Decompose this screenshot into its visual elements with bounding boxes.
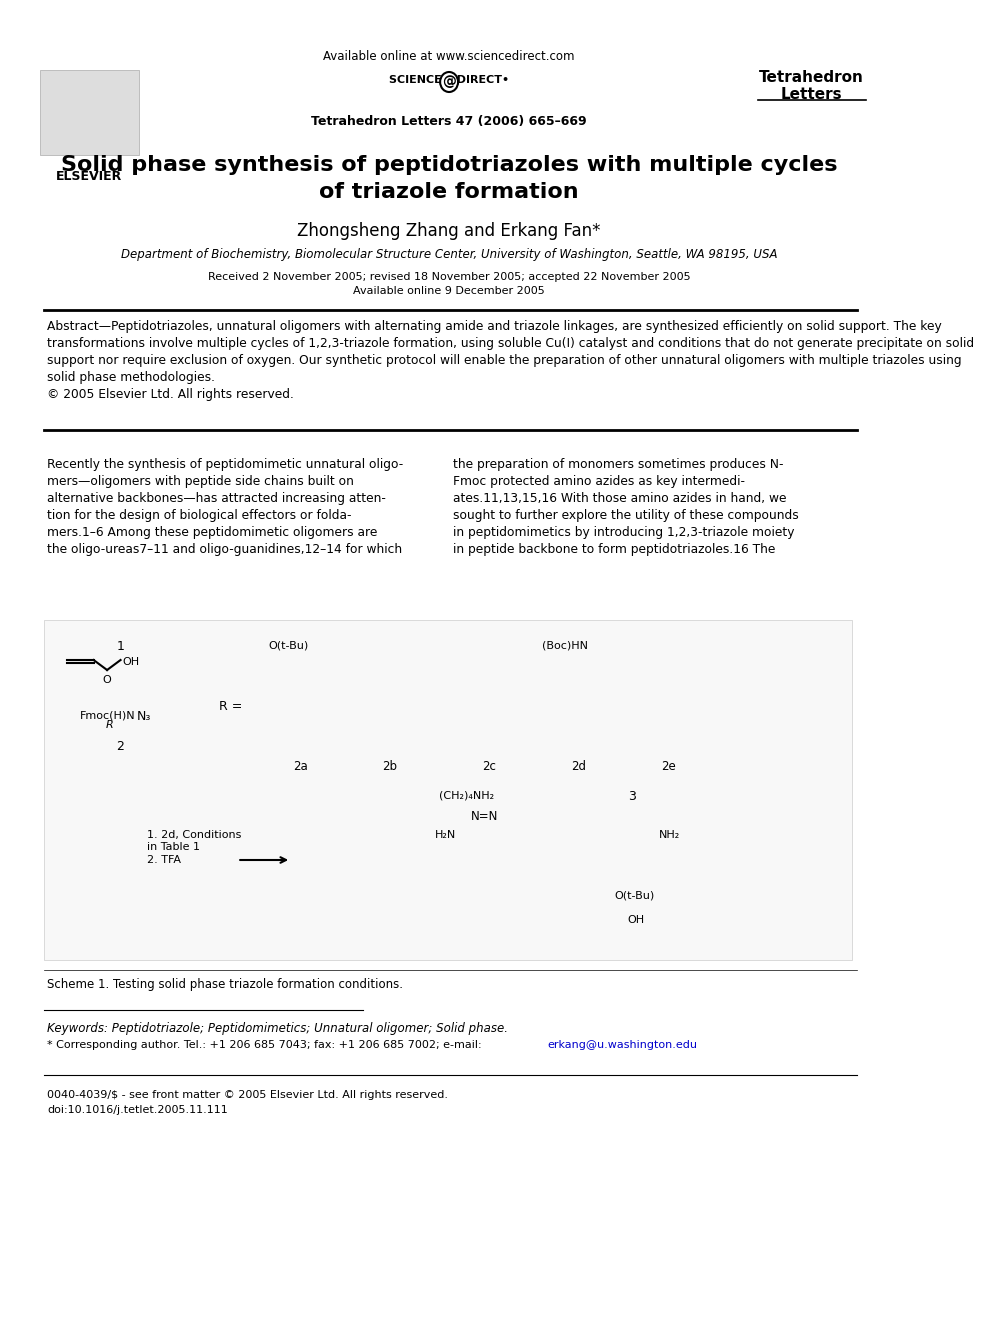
Text: DIRECT•: DIRECT• (449, 75, 509, 85)
Text: the preparation of monomers sometimes produces N-
Fmoc protected amino azides as: the preparation of monomers sometimes pr… (452, 458, 799, 556)
Text: Zhongsheng Zhang and Erkang Fan*: Zhongsheng Zhang and Erkang Fan* (298, 222, 601, 239)
Text: Solid phase synthesis of peptidotriazoles with multiple cycles: Solid phase synthesis of peptidotriazole… (61, 155, 837, 175)
Text: 2a: 2a (293, 759, 308, 773)
Text: doi:10.1016/j.tetlet.2005.11.111: doi:10.1016/j.tetlet.2005.11.111 (47, 1105, 228, 1115)
FancyBboxPatch shape (45, 620, 852, 960)
Text: Received 2 November 2005; revised 18 November 2005; accepted 22 November 2005: Received 2 November 2005; revised 18 Nov… (207, 273, 690, 282)
Text: N₃: N₃ (137, 710, 151, 722)
Text: NH₂: NH₂ (659, 830, 681, 840)
Text: Letters: Letters (781, 87, 842, 102)
Text: Fmoc(H)N: Fmoc(H)N (80, 710, 136, 720)
Text: (Boc)HN: (Boc)HN (543, 640, 588, 650)
Text: 2b: 2b (382, 759, 398, 773)
Text: 1. 2d, Conditions
in Table 1: 1. 2d, Conditions in Table 1 (148, 830, 242, 852)
Text: R: R (105, 720, 113, 730)
FancyBboxPatch shape (40, 70, 139, 155)
Text: Scheme 1. Testing solid phase triazole formation conditions.: Scheme 1. Testing solid phase triazole f… (47, 978, 403, 991)
Text: 2c: 2c (482, 759, 496, 773)
Text: 2. TFA: 2. TFA (148, 855, 182, 865)
Text: 0040-4039/$ - see front matter © 2005 Elsevier Ltd. All rights reserved.: 0040-4039/$ - see front matter © 2005 El… (47, 1090, 448, 1099)
Text: Available online 9 December 2005: Available online 9 December 2005 (353, 286, 545, 296)
Text: R =: R = (219, 700, 243, 713)
Text: Recently the synthesis of peptidomimetic unnatural oligo-
mers—oligomers with pe: Recently the synthesis of peptidomimetic… (47, 458, 403, 556)
Text: O(t-Bu): O(t-Bu) (269, 640, 309, 650)
Text: 3: 3 (628, 790, 636, 803)
Text: 1: 1 (117, 640, 124, 654)
Text: H₂N: H₂N (434, 830, 456, 840)
Text: Tetrahedron: Tetrahedron (759, 70, 864, 85)
Text: (CH₂)₄NH₂: (CH₂)₄NH₂ (439, 790, 494, 800)
Text: O(t-Bu): O(t-Bu) (614, 890, 655, 900)
Text: Tetrahedron Letters 47 (2006) 665–669: Tetrahedron Letters 47 (2006) 665–669 (311, 115, 587, 128)
Text: @: @ (442, 75, 456, 89)
Text: 2d: 2d (570, 759, 586, 773)
Text: 2e: 2e (661, 759, 676, 773)
Text: erkang@u.washington.edu: erkang@u.washington.edu (547, 1040, 697, 1050)
Text: 2: 2 (117, 740, 124, 753)
Text: of triazole formation: of triazole formation (319, 183, 579, 202)
Text: Abstract—Peptidotriazoles, unnatural oligomers with alternating amide and triazo: Abstract—Peptidotriazoles, unnatural oli… (47, 320, 974, 401)
Text: O: O (103, 675, 111, 685)
Text: Keywords: Peptidotriazole; Peptidomimetics; Unnatural oligomer; Solid phase.: Keywords: Peptidotriazole; Peptidomimeti… (47, 1021, 508, 1035)
Text: Department of Biochemistry, Biomolecular Structure Center, University of Washing: Department of Biochemistry, Biomolecular… (121, 247, 778, 261)
Text: OH: OH (122, 658, 140, 667)
Text: * Corresponding author. Tel.: +1 206 685 7043; fax: +1 206 685 7002; e-mail:: * Corresponding author. Tel.: +1 206 685… (47, 1040, 485, 1050)
Text: Available online at www.sciencedirect.com: Available online at www.sciencedirect.co… (323, 50, 574, 64)
Text: ELSEVIER: ELSEVIER (56, 169, 122, 183)
Text: SCIENCE: SCIENCE (389, 75, 449, 85)
Text: N=N: N=N (470, 810, 498, 823)
Text: OH: OH (628, 916, 645, 925)
